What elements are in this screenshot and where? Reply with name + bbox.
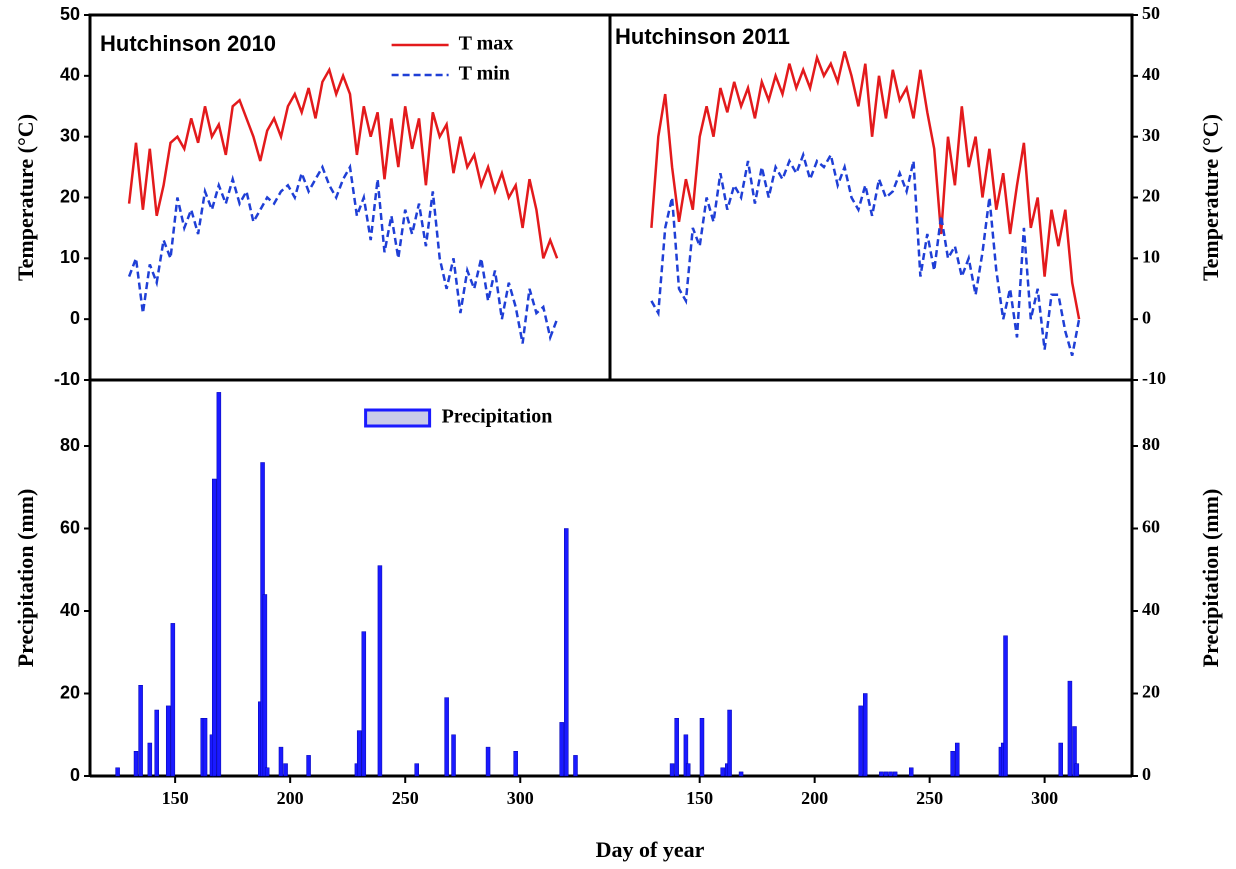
precipitation-bar bbox=[858, 705, 863, 777]
precipitation-bar bbox=[683, 734, 689, 777]
precipitation-bar bbox=[154, 709, 159, 777]
precipitation-bar bbox=[115, 767, 120, 777]
precipitation-bar bbox=[147, 742, 153, 777]
y-tick-label: -10 bbox=[54, 369, 80, 389]
precipitation-bar bbox=[138, 685, 143, 777]
precipitation-bar bbox=[720, 767, 725, 777]
y-tick-label: 40 bbox=[1142, 64, 1160, 84]
precipitation-bar bbox=[133, 751, 139, 777]
x-axis-label: Day of year bbox=[596, 837, 705, 862]
precipitation-bar bbox=[699, 718, 705, 777]
x-tick-label: 200 bbox=[801, 788, 828, 808]
y-tick-label: 60 bbox=[1142, 517, 1160, 537]
precipitation-bar bbox=[669, 763, 675, 777]
precipitation-bar bbox=[685, 763, 691, 777]
precipitation-bar bbox=[444, 697, 449, 777]
y-tick-label: 40 bbox=[1142, 599, 1160, 619]
precipitation-bar bbox=[211, 478, 217, 777]
precipitation-bar bbox=[1072, 726, 1077, 777]
precipitation-bar bbox=[283, 763, 288, 777]
y-tick-label: 0 bbox=[1142, 307, 1151, 327]
temperature-line bbox=[127, 66, 559, 259]
panel-frame bbox=[608, 13, 1134, 382]
y-tick-label: 0 bbox=[1142, 764, 1151, 784]
y-tick-label: 50 bbox=[1142, 3, 1160, 23]
y-tick-label: 30 bbox=[1142, 125, 1160, 145]
precipitation-bar bbox=[559, 722, 564, 777]
precipitation-bar bbox=[170, 623, 176, 777]
y-tick-label: 30 bbox=[60, 125, 80, 145]
y-axis-label: Precipitation (mm) bbox=[13, 489, 38, 668]
legend-label: T min bbox=[459, 63, 510, 85]
y-tick-label: 0 bbox=[70, 765, 80, 785]
y-tick-label: 80 bbox=[60, 435, 80, 455]
y-axis-label: Temperature (°C) bbox=[1198, 114, 1223, 281]
y-tick-label: 80 bbox=[1142, 434, 1160, 454]
x-tick-label: 150 bbox=[686, 788, 713, 808]
panel-title: Hutchinson 2010 bbox=[100, 31, 276, 56]
precipitation-bar bbox=[216, 392, 222, 777]
precipitation-bar bbox=[1067, 680, 1073, 777]
precipitation-bar bbox=[262, 594, 268, 777]
y-tick-label: 40 bbox=[60, 600, 80, 620]
y-tick-label: 50 bbox=[60, 4, 80, 24]
x-tick-label: 200 bbox=[277, 788, 304, 808]
x-tick-label: 300 bbox=[507, 788, 534, 808]
precipitation-bar bbox=[954, 742, 960, 777]
y-tick-label: 20 bbox=[60, 186, 80, 206]
precipitation-bar bbox=[883, 771, 889, 777]
precipitation-bar bbox=[1003, 635, 1008, 777]
x-tick-label: 300 bbox=[1031, 788, 1058, 808]
x-tick-label: 250 bbox=[916, 788, 943, 808]
precipitation-bar bbox=[264, 767, 270, 777]
precipitation-bar bbox=[674, 718, 679, 777]
precipitation-bar bbox=[165, 705, 171, 777]
precipitation-bar bbox=[485, 746, 491, 777]
legend-label: Precipitation bbox=[442, 406, 553, 428]
precipitation-bar bbox=[361, 631, 367, 777]
precipitation-bar bbox=[278, 746, 284, 777]
precipitation-bar bbox=[1058, 742, 1063, 777]
temperature-line bbox=[127, 163, 559, 344]
precipitation-bar bbox=[306, 755, 311, 777]
y-tick-label: 10 bbox=[1142, 246, 1160, 266]
temperature-line bbox=[650, 51, 1081, 320]
precipitation-bar bbox=[950, 751, 955, 777]
precipitation-bar bbox=[892, 771, 898, 777]
precipitation-bar bbox=[573, 755, 578, 777]
precipitation-bar bbox=[863, 693, 868, 777]
precipitation-bar bbox=[414, 763, 419, 777]
y-tick-label: 60 bbox=[60, 517, 80, 537]
precipitation-bar bbox=[513, 751, 518, 777]
y-tick-label: -10 bbox=[1142, 368, 1166, 388]
panel-title: Hutchinson 2011 bbox=[615, 24, 790, 49]
y-tick-label: 20 bbox=[1142, 186, 1160, 206]
y-tick-label: 40 bbox=[60, 65, 80, 85]
precipitation-bar bbox=[202, 718, 208, 777]
precipitation-bar bbox=[727, 709, 732, 777]
x-tick-label: 250 bbox=[392, 788, 419, 808]
y-axis-label: Temperature (°C) bbox=[13, 114, 38, 281]
precipitation-bar bbox=[1074, 763, 1080, 777]
legend-swatch bbox=[364, 408, 432, 428]
precipitation-bar bbox=[356, 730, 362, 777]
precipitation-bar bbox=[888, 771, 893, 777]
x-tick-label: 150 bbox=[162, 788, 189, 808]
y-tick-label: 20 bbox=[1142, 682, 1160, 702]
precipitation-bar bbox=[879, 771, 884, 777]
y-tick-label: 20 bbox=[60, 682, 80, 702]
panel-frame bbox=[88, 13, 612, 382]
precipitation-bar bbox=[908, 767, 914, 777]
precipitation-bar bbox=[451, 734, 456, 777]
temperature-line bbox=[650, 150, 1081, 357]
precipitation-bar bbox=[377, 565, 383, 777]
precipitation-bar bbox=[738, 771, 744, 777]
legend-label: T max bbox=[459, 33, 514, 55]
y-tick-label: 0 bbox=[70, 308, 80, 328]
y-axis-label: Precipitation (mm) bbox=[1198, 489, 1223, 668]
y-tick-label: 10 bbox=[60, 247, 80, 267]
precipitation-bar bbox=[564, 528, 569, 777]
